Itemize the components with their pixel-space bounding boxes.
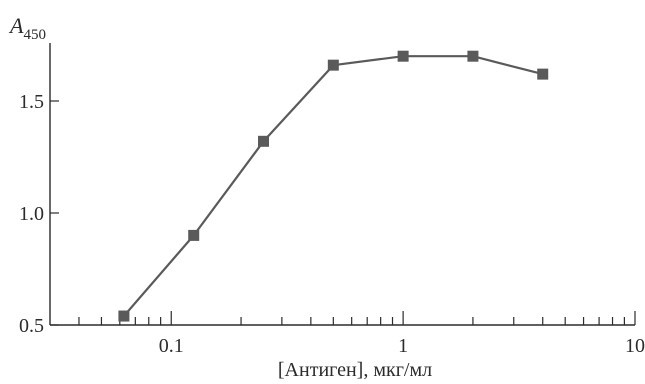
y-tick-label: 1.5 xyxy=(19,91,44,113)
x-tick-label: 0.1 xyxy=(159,335,184,357)
y-axis-title: A450 xyxy=(8,13,46,43)
x-axis-title: [Антиген], мкг/мл xyxy=(278,359,432,381)
data-point xyxy=(118,310,130,322)
ticks: 0.1 1 10 0.5 1.0 1.5 xyxy=(19,91,645,357)
y-tick-label: 1.0 xyxy=(19,203,44,225)
series xyxy=(118,50,549,322)
x-tick-label: 10 xyxy=(625,335,645,357)
axes xyxy=(49,43,635,326)
data-point xyxy=(188,229,200,241)
data-point xyxy=(467,50,479,62)
series-line xyxy=(123,55,543,317)
x-tick-label: 1 xyxy=(398,335,408,357)
y-tick-label: 0.5 xyxy=(19,315,44,337)
data-point xyxy=(537,68,549,80)
data-point xyxy=(397,50,409,62)
data-point xyxy=(327,59,339,71)
data-point xyxy=(258,135,270,147)
